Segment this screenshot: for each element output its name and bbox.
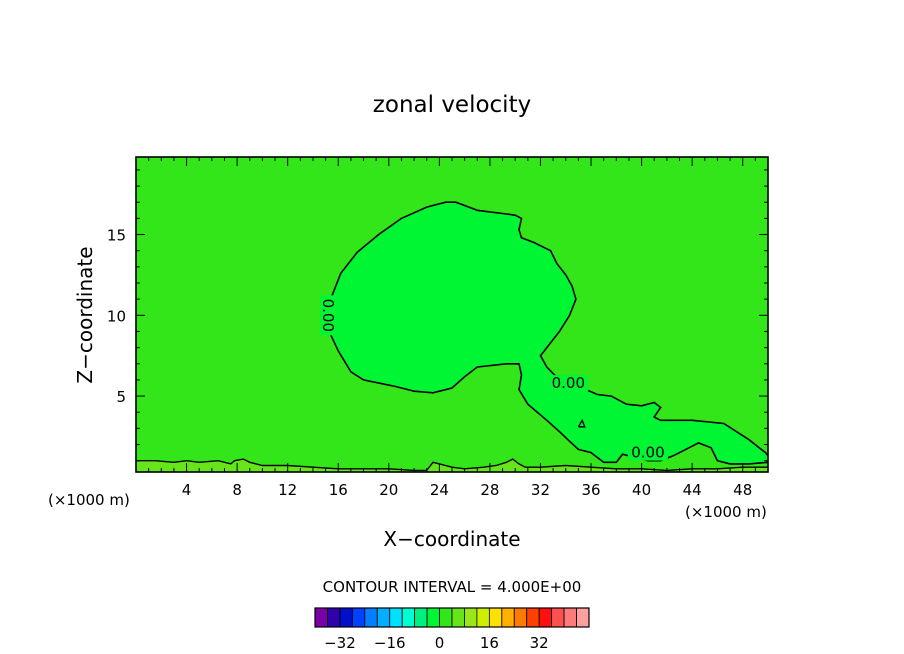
colorbar: −32 −16 0 16 32 <box>314 607 590 652</box>
contour-label-text: 0.00 <box>631 444 664 462</box>
y-tick-label: 15 <box>107 227 126 245</box>
colorbar-swatch <box>476 607 490 628</box>
x-tick-label: 44 <box>683 481 702 499</box>
contour-label-0: 0.00 <box>319 295 337 336</box>
colorbar-swatch <box>488 607 503 628</box>
colorbar-swatch <box>439 607 453 628</box>
y-axis-label: Z−coordinate <box>73 246 97 383</box>
x-tick-label: 28 <box>480 481 499 499</box>
colorbar-swatch <box>376 607 391 628</box>
contour-label-text: 0.00 <box>319 299 337 332</box>
x-tick-label: 4 <box>182 481 192 499</box>
contour-label-text: 0.00 <box>552 374 585 392</box>
colorbar-label: −16 <box>374 634 406 652</box>
x-tick-label: 32 <box>531 481 550 499</box>
colorbar-swatch <box>513 607 528 628</box>
colorbar-label: 16 <box>480 634 499 652</box>
colorbar-swatch <box>501 607 515 628</box>
colorbar-swatch <box>576 607 590 628</box>
colorbar-swatch <box>389 607 403 628</box>
contour-interval-text: CONTOUR INTERVAL = 4.000E+00 <box>323 578 582 596</box>
x-tick-label: 40 <box>632 481 651 499</box>
colorbar-swatch <box>426 607 440 628</box>
colorbar-frame <box>314 607 590 628</box>
colorbar-label: −32 <box>324 634 356 652</box>
y-tick-label: 10 <box>107 307 126 325</box>
contour-label-bg <box>548 375 589 392</box>
chart-title: zonal velocity <box>373 92 531 118</box>
colorbar-swatch <box>538 607 553 628</box>
x-unit-right: (×1000 m) <box>685 503 767 521</box>
colorbar-label: 0 <box>435 634 445 652</box>
zero-contour-region <box>329 202 768 464</box>
x-tick-label: 16 <box>329 481 348 499</box>
x-tick-label: 12 <box>278 481 297 499</box>
colorbar-swatch <box>327 607 341 628</box>
x-tick-label: 48 <box>733 481 752 499</box>
colorbar-swatch <box>314 607 328 628</box>
colorbar-swatch <box>563 607 577 628</box>
x-tick-label: 8 <box>232 481 242 499</box>
zero-contour-upper <box>328 201 769 457</box>
x-axis-label: X−coordinate <box>383 527 520 551</box>
colorbar-swatch <box>351 607 366 628</box>
contour-label-1: 0.00 <box>548 374 589 392</box>
colorbar-swatch <box>339 607 353 628</box>
x-tick-label: 20 <box>379 481 398 499</box>
small-contour-loop <box>577 418 586 428</box>
x-tick-label: 24 <box>430 481 449 499</box>
x-tick-label: 36 <box>581 481 600 499</box>
contour-label-2: 0.00 <box>627 444 668 462</box>
y-tick-label: 5 <box>116 388 126 406</box>
colorbar-swatch <box>401 607 416 628</box>
contour-label-bg <box>320 295 337 336</box>
colorbar-swatch <box>451 607 465 628</box>
x-unit-left: (×1000 m) <box>48 491 130 509</box>
colorbar-swatch <box>526 607 540 628</box>
colorbar-label: 32 <box>530 634 549 652</box>
colorbar-swatch <box>414 607 428 628</box>
contour-label-bg <box>627 444 668 461</box>
colorbar-swatch <box>551 607 565 628</box>
zero-contour-lower <box>328 315 769 465</box>
surface-contour <box>136 458 768 472</box>
colorbar-swatch <box>464 607 478 628</box>
colorbar-swatch <box>364 607 378 628</box>
